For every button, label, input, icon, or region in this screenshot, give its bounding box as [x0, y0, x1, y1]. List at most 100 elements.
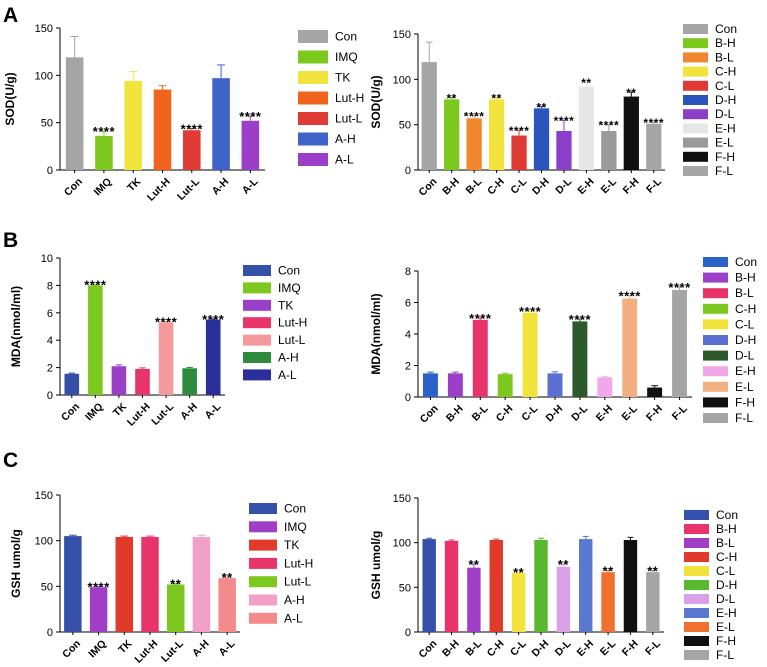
significance-label: ** [558, 557, 570, 572]
bar [241, 120, 260, 170]
y-axis-label: MDA(nmol/ml) [9, 286, 23, 367]
bar [89, 587, 108, 632]
significance-label: **** [554, 114, 575, 128]
legend-swatch [683, 166, 708, 176]
bar [489, 539, 503, 632]
y-tick-label: 10 [41, 253, 53, 265]
bar [534, 539, 548, 632]
legend-swatch [683, 52, 708, 63]
legend-swatch [298, 112, 328, 125]
legend-label: B-L [715, 50, 734, 64]
x-tick-label: A-H [178, 401, 200, 423]
legend-swatch [298, 153, 328, 166]
x-tick-label: C-H [494, 403, 516, 425]
legend-label: Con [335, 30, 357, 44]
x-tick-label: IMQ [83, 401, 106, 424]
y-tick-label: 8 [405, 266, 411, 278]
legend-swatch [703, 335, 728, 345]
legend-swatch [298, 132, 328, 146]
legend-label: TK [335, 71, 350, 85]
significance-label: **** [668, 280, 691, 295]
legend-label: E-L [715, 136, 734, 150]
bar [579, 539, 593, 632]
bar [623, 539, 638, 632]
legend-swatch [298, 91, 328, 105]
x-tick-label: A-L [216, 637, 237, 658]
significance-label: **** [464, 110, 485, 124]
bar [205, 319, 221, 395]
legend-swatch [243, 265, 271, 276]
legend-swatch [683, 109, 708, 120]
x-tick-label: E-L [599, 175, 620, 196]
y-tick-label: 8 [47, 280, 53, 292]
bar [672, 289, 688, 397]
significance-label: **** [509, 124, 530, 138]
legend-label: E-H [735, 364, 756, 378]
legend-swatch [703, 350, 728, 361]
y-tick-label: 0 [405, 165, 411, 177]
x-tick-label: Lut-L [159, 637, 186, 664]
bar [547, 373, 563, 397]
significance-label: **** [569, 312, 592, 327]
legend-label: A-L [284, 611, 303, 625]
y-tick-label: 2 [405, 361, 411, 373]
legend-label: D-L [735, 349, 755, 363]
x-tick-label: E-H [575, 176, 596, 197]
legend-swatch [684, 552, 709, 562]
legend-label: B-H [716, 522, 737, 536]
bar [444, 540, 459, 632]
legend-label: Lut-H [335, 91, 364, 105]
x-tick-label: A-H [190, 638, 212, 660]
significance-label: ** [447, 91, 457, 105]
legend-swatch [703, 288, 728, 299]
bar [466, 118, 482, 170]
legend-label: C-L [735, 317, 755, 331]
x-tick-label: E-L [619, 402, 640, 423]
significance-label: ** [468, 557, 480, 572]
x-tick-label: TK [125, 175, 144, 194]
bar [647, 387, 663, 397]
significance-label: **** [87, 579, 110, 594]
y-tick-label: 0 [405, 627, 411, 639]
legend-label: B-H [715, 36, 736, 50]
significance-label: **** [155, 315, 178, 330]
legend-label: Lut-L [278, 333, 306, 347]
legend-label: Lut-H [278, 316, 307, 330]
legend-label: D-L [716, 592, 736, 606]
legend-swatch [243, 334, 271, 346]
y-tick-label: 0 [47, 390, 53, 402]
bar [511, 135, 527, 170]
x-tick-label: Con [418, 403, 441, 426]
legend-label: B-H [735, 271, 756, 285]
significance-label: **** [84, 278, 107, 293]
legend-label: F-L [735, 411, 753, 425]
legend-label: TK [278, 298, 293, 312]
bar [601, 131, 617, 170]
legend-swatch [683, 123, 708, 134]
x-tick-label: E-H [575, 638, 596, 659]
legend-label: A-H [335, 132, 356, 146]
bar [64, 373, 80, 395]
x-tick-label: Lut-L [175, 175, 202, 202]
legend-label: Con [278, 264, 300, 278]
legend-swatch [684, 622, 709, 632]
legend-label: A-L [278, 368, 297, 382]
significance-label: **** [643, 116, 664, 130]
legend-swatch [249, 576, 277, 588]
legend-swatch [298, 71, 328, 84]
bar [158, 322, 174, 395]
y-tick-label: 2 [47, 363, 53, 375]
legend-label: B-L [735, 286, 754, 300]
y-tick-label: 50 [41, 118, 53, 130]
legend-label: D-H [715, 93, 736, 107]
legend-label: D-H [716, 578, 737, 592]
legend-swatch [684, 608, 709, 618]
bar [556, 131, 572, 170]
x-tick-label: Lut-H [132, 638, 160, 666]
bar [88, 285, 103, 395]
x-tick-label: E-L [598, 637, 619, 658]
x-tick-label: B-L [470, 402, 491, 423]
